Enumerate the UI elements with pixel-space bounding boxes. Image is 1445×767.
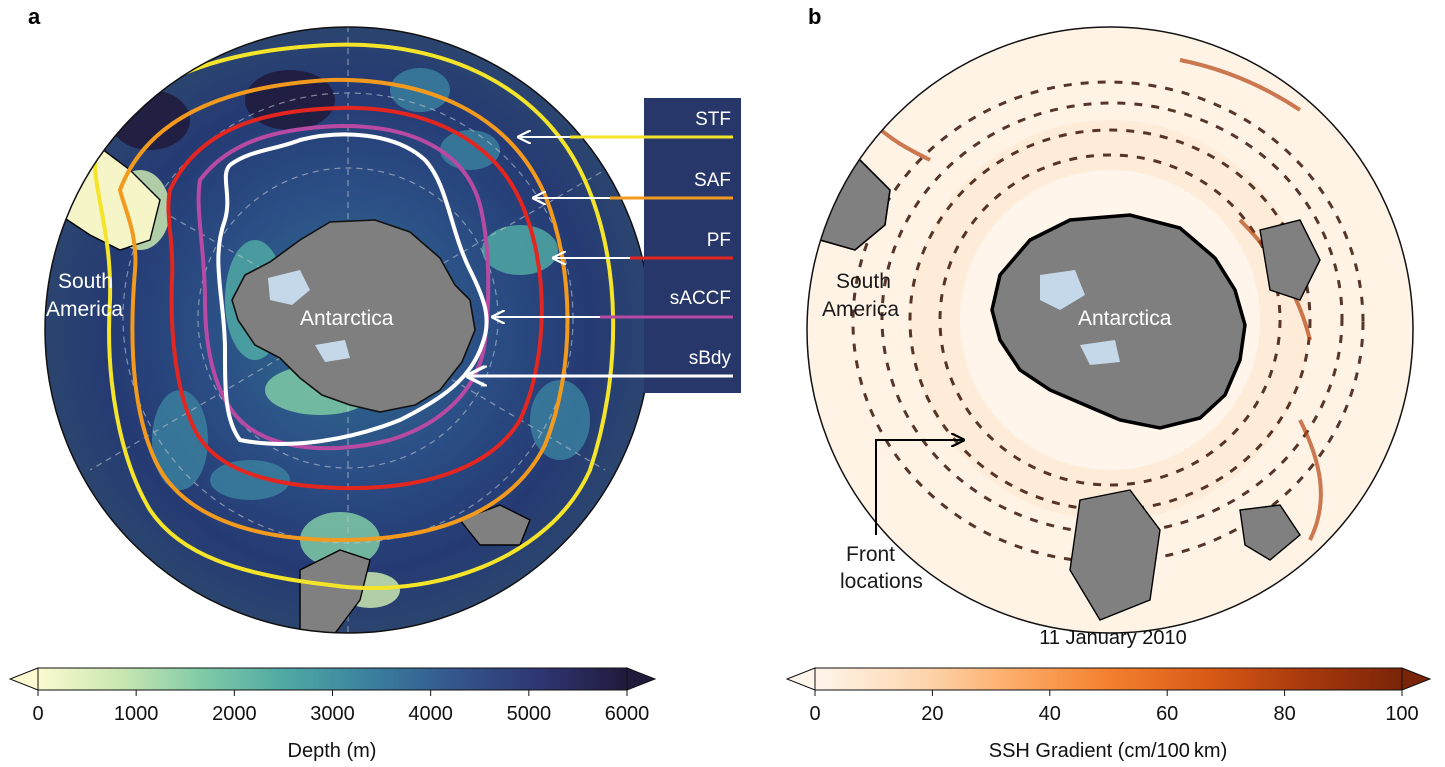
ice-shelf-b xyxy=(1040,270,1085,310)
antarctica-label-a: Antarctica xyxy=(300,307,394,330)
colorbar-a-tick-label: 0 xyxy=(32,703,43,725)
south-america-label-a-line2: America xyxy=(46,298,123,321)
colorbar-b-gradient xyxy=(815,668,1402,690)
landmass-fragment-b xyxy=(1069,489,1161,621)
colorbar-a: 0 1000 2000 3000 4000 5000 6000 Depth (m) xyxy=(8,667,657,762)
colorbar-b-tick-label: 80 xyxy=(1273,703,1295,725)
front-legend: STF SAF PF sACCF sBdy xyxy=(470,109,733,376)
front-locations-arrow xyxy=(875,440,962,535)
ice-shelf xyxy=(315,340,350,362)
colorbar-a-tick-label: 3000 xyxy=(310,703,355,725)
colorbar-b-tick-label: 20 xyxy=(921,703,943,725)
colorbar-b: 0 20 40 60 80 100 SSH Gradient (cm/100 km) xyxy=(785,667,1432,762)
front-line-saf xyxy=(117,77,570,543)
front-line-saccf xyxy=(196,123,491,451)
colorbar-a-tick-label: 1000 xyxy=(114,703,159,725)
south-america-land xyxy=(45,98,91,171)
antarctica-land-b xyxy=(990,213,1247,430)
colorbar-b-tick-label: 100 xyxy=(1385,703,1418,725)
colorbar-b-tick-label: 60 xyxy=(1156,703,1178,725)
front-line-sbdy xyxy=(216,132,489,446)
colorbar-b-tick-label: 40 xyxy=(1039,703,1061,725)
legend-label-pf: PF xyxy=(707,230,731,251)
front-locations-label-line2: locations xyxy=(840,570,923,593)
panel-a-letter: a xyxy=(28,4,41,29)
landmass-fragment-b xyxy=(1239,504,1301,561)
front-locations-label-line1: Front xyxy=(846,543,895,566)
colorbar-a-tick-label: 6000 xyxy=(605,703,650,725)
antarctica-label-b: Antarctica xyxy=(1078,307,1172,330)
legend-label-saf: SAF xyxy=(694,170,731,191)
colorbar-a-tick-label: 2000 xyxy=(212,703,257,725)
antarctica-land xyxy=(231,219,476,413)
colorbar-a-gradient xyxy=(38,668,627,690)
colorbar-a-max-extend xyxy=(626,667,657,691)
front-line-pf xyxy=(166,105,544,491)
ice-shelf-b xyxy=(1080,340,1120,365)
panel-b-map xyxy=(807,27,1413,633)
panel-a-map xyxy=(45,27,651,633)
colorbar-a-title: Depth (m) xyxy=(288,740,377,762)
south-america-label-b-line1: South xyxy=(836,270,891,293)
landmass-fragment xyxy=(299,549,371,633)
panel-b-letter: b xyxy=(808,4,821,29)
colorbar-a-tick-label: 4000 xyxy=(408,703,453,725)
date-label: 11 January 2010 xyxy=(1039,627,1187,649)
colorbar-b-title: SSH Gradient (cm/100 km) xyxy=(989,740,1228,762)
colorbar-b-tick-label: 0 xyxy=(809,703,820,725)
front-legend-box xyxy=(644,98,741,393)
colorbar-a-tick-label: 5000 xyxy=(507,703,552,725)
legend-label-stf: STF xyxy=(695,109,731,130)
legend-label-sbdy: sBdy xyxy=(689,348,732,369)
landmass-fragment xyxy=(458,504,531,546)
south-america-label-a-line1: South xyxy=(58,270,113,293)
legend-label-saccf: sACCF xyxy=(670,288,731,309)
colorbar-a-min-extend xyxy=(8,667,39,691)
colorbar-b-min-extend xyxy=(785,667,816,691)
colorbar-b-max-extend xyxy=(1401,667,1432,691)
front-line-stf xyxy=(92,42,616,591)
ice-shelf xyxy=(268,270,310,305)
panel-b-frame xyxy=(806,26,1414,634)
south-america-label-b-line2: America xyxy=(822,298,899,321)
landmass-fragment-b xyxy=(1259,219,1321,301)
